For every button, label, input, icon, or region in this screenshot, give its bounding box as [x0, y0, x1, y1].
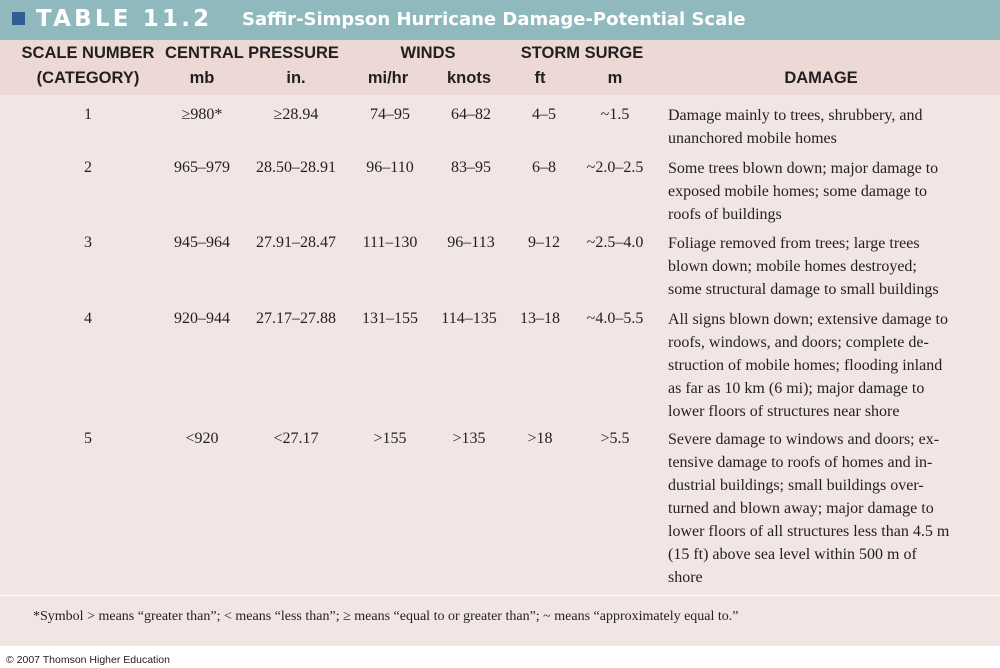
cell-m: ~1.5	[600, 106, 630, 123]
header-mb: mb	[189, 69, 215, 87]
cell-damage: Severe damage to windows and doors; ex- …	[668, 428, 968, 589]
copyright: © 2007 Thomson Higher Education	[6, 654, 170, 666]
cell-damage: Some trees blown down; major damage to e…	[668, 157, 968, 226]
header-winds: WINDS	[400, 44, 456, 62]
header-in: in.	[286, 69, 306, 87]
header-knots: knots	[446, 69, 492, 87]
cell-ft: >18	[527, 430, 553, 447]
damage-line: struction of mobile homes; flooding inla…	[668, 357, 943, 374]
damage-line: roofs, windows, and doors; complete de-	[668, 334, 929, 351]
header-category: (CATEGORY)	[36, 69, 140, 87]
damage-line: Damage mainly to trees, shrubbery, and	[668, 107, 923, 124]
damage-line: lower floors of structures near shore	[668, 403, 900, 420]
header-damage: DAMAGE	[784, 69, 858, 87]
damage-line: roofs of buildings	[668, 206, 782, 223]
hurricane-scale-table: SCALE NUMBER (CATEGORY) CENTRAL PRESSURE…	[0, 40, 1000, 646]
header-central-pressure: CENTRAL PRESSURE	[165, 44, 339, 62]
header-ft: ft	[534, 69, 546, 87]
damage-line: lower floors of all structures less than…	[668, 523, 950, 540]
cell-knots: 114–135	[441, 310, 497, 327]
damage-line: (15 ft) above sea level within 500 m of	[668, 546, 917, 563]
footnote-divider	[0, 595, 1000, 596]
cell-ft: 13–18	[520, 310, 560, 327]
cell-ft: 6–8	[532, 159, 556, 176]
damage-line: blown down; mobile homes destroyed;	[668, 258, 917, 275]
cell-in: 27.91–28.47	[256, 234, 336, 251]
damage-line: All signs blown down; extensive damage t…	[668, 311, 948, 328]
cell-m: ~2.5–4.0	[586, 234, 644, 251]
cell-in: ≥28.94	[273, 106, 319, 123]
cell-mihr: 111–130	[362, 234, 418, 251]
cell-m: ~4.0–5.5	[586, 310, 644, 327]
cell-mb: 965–979	[174, 159, 230, 176]
title-square-icon	[12, 12, 25, 25]
cell-knots: 96–113	[447, 234, 495, 251]
cell-knots: 83–95	[451, 159, 491, 176]
damage-line: Foliage removed from trees; large trees	[668, 235, 920, 252]
cell-knots: 64–82	[451, 106, 491, 123]
cell-m: ~2.0–2.5	[586, 159, 644, 176]
cell-scale: 5	[84, 430, 92, 447]
cell-ft: 9–12	[528, 234, 560, 251]
damage-line: turned and blown away; major damage to	[668, 500, 934, 517]
cell-damage: All signs blown down; extensive damage t…	[668, 308, 968, 423]
cell-mihr: 74–95	[370, 106, 410, 123]
table-label: TABLE 11.2	[36, 6, 213, 32]
cell-in: 28.50–28.91	[256, 159, 336, 176]
table-title: Saffir-Simpson Hurricane Damage-Potentia…	[242, 9, 746, 30]
footnote: *Symbol > means “greater than”; < means …	[33, 609, 739, 624]
header-m: m	[607, 69, 623, 87]
damage-line: exposed mobile homes; some damage to	[668, 183, 928, 200]
damage-line: tensive damage to roofs of homes and in-	[668, 454, 933, 471]
damage-line: as far as 10 km (6 mi); major damage to	[668, 380, 925, 397]
cell-damage: Foliage removed from trees; large trees …	[668, 232, 968, 301]
damage-line: dustrial buildings; small buildings over…	[668, 477, 924, 494]
header-mihr: mi/hr	[367, 69, 409, 87]
table-title-bar: TABLE 11.2 Saffir-Simpson Hurricane Dama…	[0, 0, 1000, 40]
cell-in: <27.17	[273, 430, 319, 447]
cell-mihr: 96–110	[366, 159, 414, 176]
cell-m: >5.5	[600, 430, 630, 447]
cell-scale: 2	[84, 159, 92, 176]
damage-line: Some trees blown down; major damage to	[668, 160, 939, 177]
cell-mb: 920–944	[174, 310, 230, 327]
damage-line: shore	[668, 569, 703, 586]
header-storm-surge: STORM SURGE	[520, 44, 644, 62]
cell-mb: 945–964	[174, 234, 230, 251]
damage-line: Severe damage to windows and doors; ex-	[668, 431, 940, 448]
cell-in: 27.17–27.88	[256, 310, 336, 327]
damage-line: some structural damage to small building…	[668, 281, 939, 298]
table-header: SCALE NUMBER (CATEGORY) CENTRAL PRESSURE…	[0, 40, 1000, 95]
cell-mihr: >155	[373, 430, 407, 447]
cell-mb: <920	[185, 430, 219, 447]
cell-mihr: 131–155	[362, 310, 418, 327]
header-scale-number: SCALE NUMBER	[21, 44, 155, 62]
cell-scale: 1	[84, 106, 92, 123]
cell-damage: Damage mainly to trees, shrubbery, and u…	[668, 104, 968, 150]
cell-scale: 4	[84, 310, 92, 327]
damage-line: unanchored mobile homes	[668, 130, 837, 147]
cell-knots: >135	[452, 430, 486, 447]
cell-scale: 3	[84, 234, 92, 251]
cell-mb: ≥980*	[181, 106, 223, 123]
cell-ft: 4–5	[532, 106, 556, 123]
